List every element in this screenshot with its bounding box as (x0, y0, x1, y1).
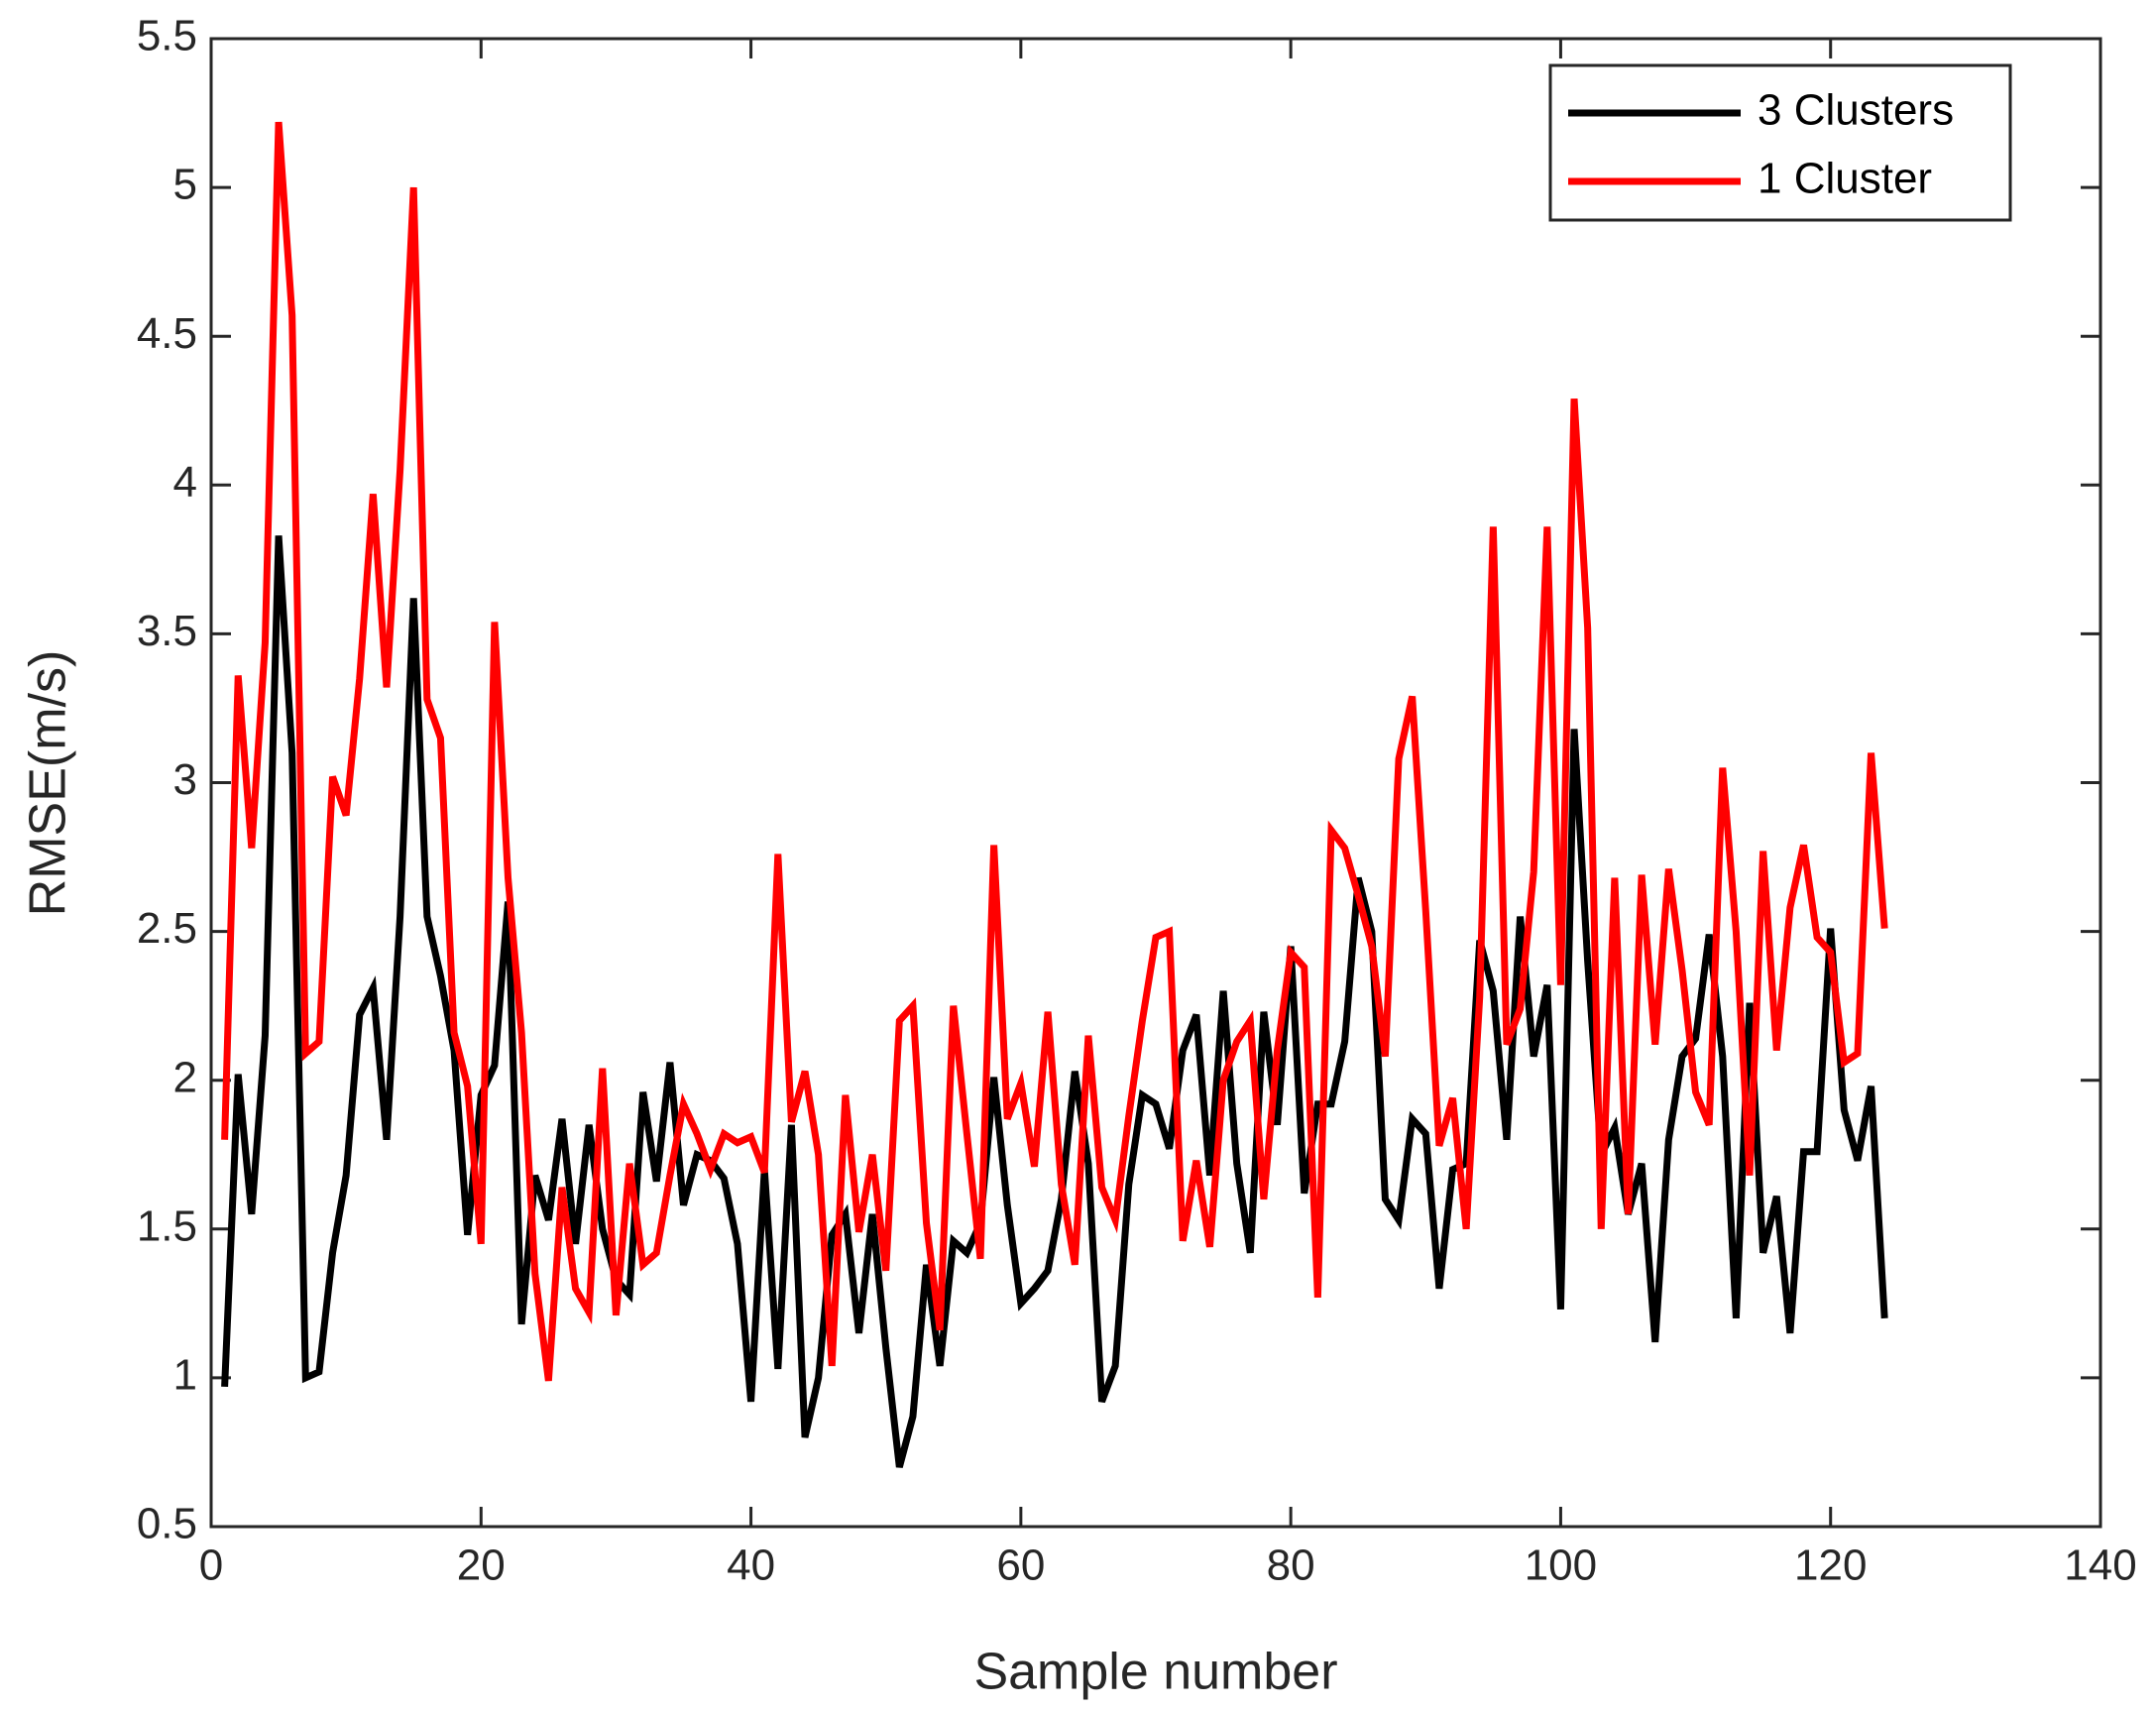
y-tick-label: 2.5 (137, 904, 197, 953)
x-tick-label: 40 (727, 1541, 775, 1590)
plot-frame (209, 37, 2102, 1529)
y-axis-label: RMSE(m/s) (20, 650, 77, 917)
x-tick-label: 120 (1794, 1541, 1867, 1590)
legend-label: 1 Cluster (1758, 155, 1932, 203)
y-tick-label: 3 (173, 755, 197, 804)
x-axis-label: Sample number (973, 1644, 1337, 1701)
x-tick-label: 80 (1267, 1541, 1315, 1590)
y-tick-label: 2 (173, 1053, 197, 1101)
y-tick-label: 5 (173, 161, 197, 209)
y-tick-label: 3.5 (137, 607, 197, 655)
y-tick-label: 4.5 (137, 309, 197, 358)
y-tick-label: 1.5 (137, 1201, 197, 1250)
y-tick-label: 4 (173, 458, 197, 507)
y-tick-label: 0.5 (137, 1500, 197, 1548)
x-tick-label: 100 (1525, 1541, 1597, 1590)
y-tick-label: 5.5 (137, 12, 197, 60)
x-tick-label: 60 (996, 1541, 1045, 1590)
x-tick-label: 0 (199, 1541, 223, 1590)
x-tick-label: 140 (2064, 1541, 2136, 1590)
legend: 3 Clusters 1 Cluster (1548, 63, 2012, 222)
x-tick-label: 20 (457, 1541, 506, 1590)
legend-box (1548, 63, 2012, 222)
y-tick-label: 1 (173, 1351, 197, 1400)
data-line (221, 121, 1888, 1382)
legend-label: 3 Clusters (1758, 86, 1954, 135)
